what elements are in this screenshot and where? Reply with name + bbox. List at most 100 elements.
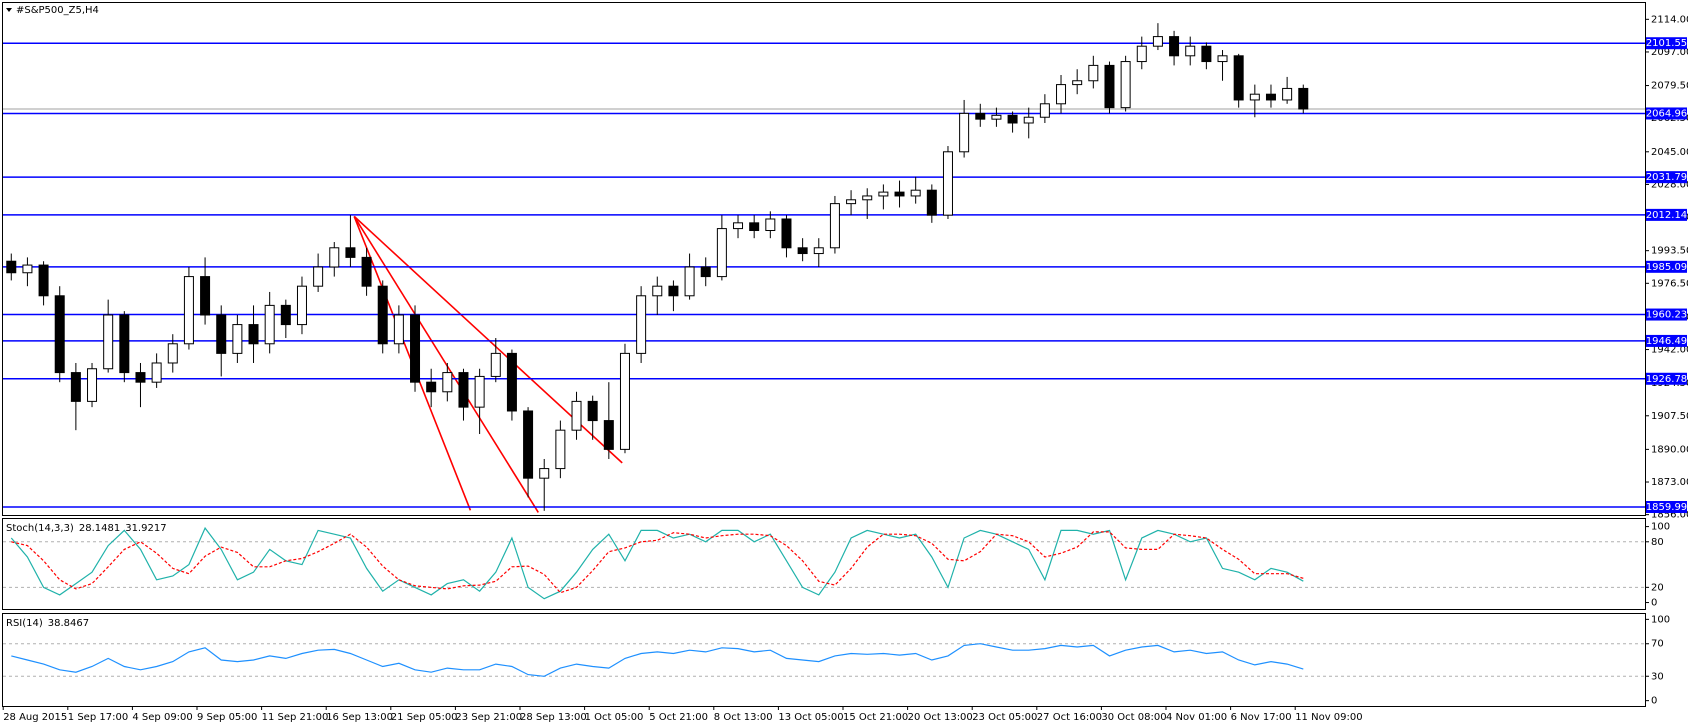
candle-body [361,256,372,287]
candle-body [652,285,663,297]
y-tick-label: 30 [1651,671,1664,682]
x-tick-label: 16 Sep 13:00 [326,712,393,723]
candle-body [442,372,453,393]
candle-body [264,304,275,345]
level-label-box [1646,308,1687,321]
candle-body [1233,55,1244,101]
candle-body [54,295,65,374]
indicator-line [11,643,1304,677]
y-tick-label: 0 [1651,696,1657,707]
level-label: 2012.14 [1646,210,1687,221]
y-tick-label: 1942.00 [1651,345,1688,356]
candle-body [296,285,307,326]
candle-body [862,195,873,201]
indicator-name: Stoch(14,3,3) [6,523,74,534]
candle-body [749,222,760,232]
x-tick-label: 13 Oct 05:00 [778,712,843,723]
level-label-box [1646,37,1687,50]
candle-body [959,112,970,153]
candle-body [6,260,17,274]
candle-body [636,295,647,354]
level-label-box [1646,334,1687,347]
candle-body [248,324,259,345]
candle-body [1282,87,1293,101]
candle-body [167,343,178,364]
y-tick-label: 2114.00 [1651,14,1688,25]
candle-body [716,228,727,278]
x-tick-label: 15 Oct 21:00 [843,712,908,723]
candle-body [232,324,243,354]
candle-body [1152,36,1163,47]
y-tick-label: 1907.50 [1651,411,1688,422]
x-tick-label: 4 Sep 09:00 [132,712,192,723]
indicator-line [11,531,1304,594]
candle-body [1120,61,1131,109]
candle-body [1201,45,1212,63]
x-tick-label: 20 Oct 13:00 [908,712,973,723]
y-tick-label: 100 [1651,522,1670,533]
trendline [353,215,539,513]
x-tick-label: 23 Oct 05:00 [972,712,1037,723]
indicator-title: Stoch(14,3,3) 28.1481 31.9217 [6,523,167,534]
candle-body [1007,114,1018,124]
candle-body [523,410,534,479]
candle-body [894,191,905,197]
level-label: 2064.96 [1646,108,1687,119]
candle-body [603,420,614,450]
candle-body [458,372,469,408]
candle-body [426,381,437,393]
candle-body [733,222,744,230]
candle-body [619,352,630,450]
candle-body [878,191,889,197]
candle-body [797,247,808,255]
y-tick-label: 100 [1651,614,1670,625]
y-tick-label: 2045.00 [1651,147,1688,158]
candle-body [1265,93,1276,101]
y-tick-label: 70 [1651,639,1664,650]
x-tick-label: 8 Oct 13:00 [714,712,773,723]
x-tick-label: 30 Oct 08:00 [1101,712,1166,723]
y-tick-label: 1890.00 [1651,444,1688,455]
candle-body [490,352,501,377]
candle-body [151,362,162,383]
y-tick-label: 1993.50 [1651,246,1688,257]
candle-body [765,218,776,232]
level-label-box [1646,500,1687,513]
candle-body [1072,80,1083,86]
x-tick-label: 1 Sep 17:00 [68,712,128,723]
candle-body [1104,64,1115,109]
candle-body [329,247,340,268]
level-label-box [1646,171,1687,184]
candle-body [1056,84,1067,105]
x-tick-label: 23 Sep 21:00 [455,712,522,723]
x-tick-label: 6 Nov 17:00 [1231,712,1292,723]
candle-body [910,189,921,197]
x-tick-label: 28 Aug 2015 [3,712,67,723]
x-tick-label: 28 Sep 13:00 [520,712,587,723]
y-tick-label: 0 [1651,598,1657,609]
candle-body [846,199,857,205]
candle-body [1088,64,1099,82]
candle-body [1136,45,1147,63]
indicator-name: RSI(14) [6,618,43,629]
candle-body [684,266,695,297]
menu-triangle[interactable] [6,8,12,12]
level-label: 2101.55 [1646,38,1687,49]
x-tick-label: 1 Oct 05:00 [585,712,644,723]
candle-body [410,314,421,383]
candle-body [1185,45,1196,57]
candle-body [345,247,356,258]
candle-body [813,247,824,255]
candle-body [103,314,114,370]
rsi-panel [2,613,1646,707]
x-tick-label: 11 Nov 09:00 [1295,712,1362,723]
stoch-panel [2,518,1646,610]
x-tick-label: 9 Sep 05:00 [197,712,257,723]
indicator-title: RSI(14) 38.8467 [6,618,89,629]
candle-body [119,314,130,374]
candle-body [87,368,98,402]
y-tick-label: 2079.50 [1651,81,1688,92]
x-tick-label: 27 Oct 16:00 [1037,712,1102,723]
